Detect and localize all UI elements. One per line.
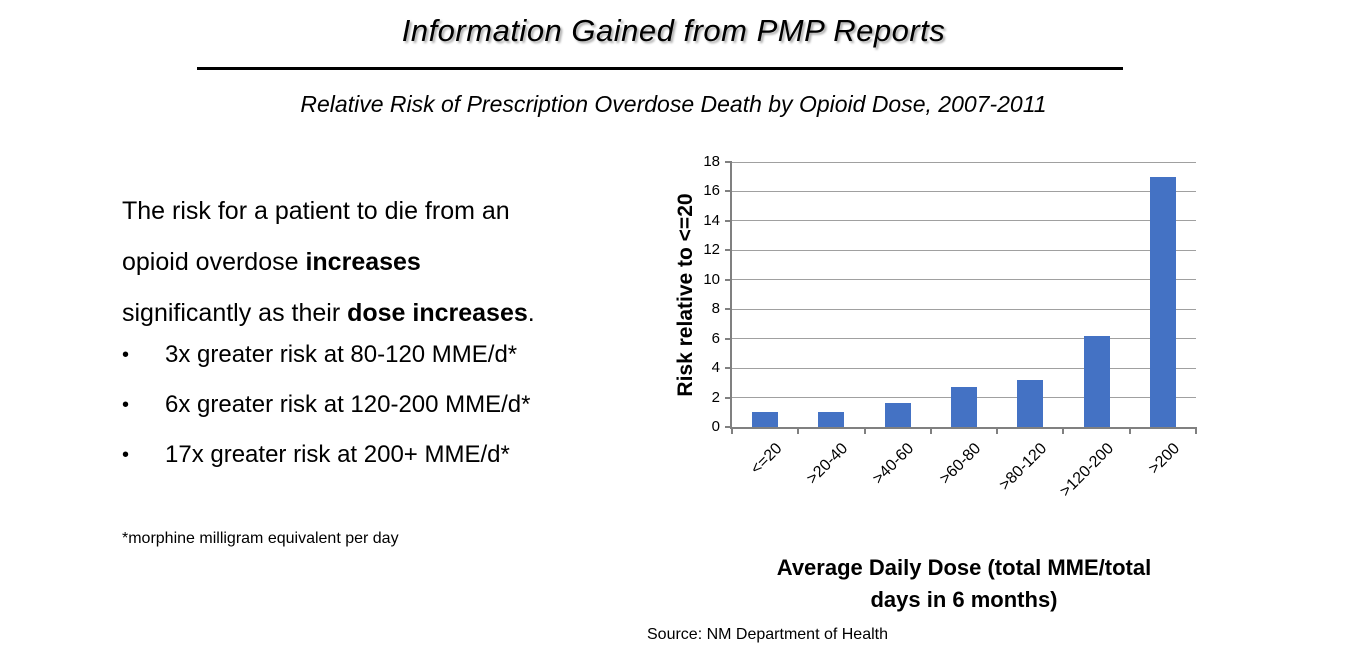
gridline bbox=[732, 220, 1196, 222]
bar bbox=[1083, 335, 1110, 427]
y-axis-tick bbox=[725, 190, 732, 193]
y-tick-label: 6 bbox=[711, 329, 720, 347]
bullet-text: 17x greater risk at 200+ MME/d* bbox=[165, 441, 510, 468]
slide-subtitle: Relative Risk of Prescription Overdose D… bbox=[300, 91, 1047, 117]
y-axis-tick bbox=[725, 396, 732, 399]
bar bbox=[818, 412, 845, 427]
y-tick-label: 0 bbox=[711, 418, 720, 435]
y-axis-tick bbox=[725, 249, 732, 252]
y-axis-tick bbox=[725, 426, 732, 428]
x-tick-label: >120-200 bbox=[1056, 440, 1117, 501]
bullet-marker: • bbox=[122, 344, 130, 366]
body-text: The risk for a patient to die from an op… bbox=[122, 186, 535, 339]
body-text-segment: opioid overdose bbox=[122, 248, 306, 276]
bullet-list: • 3x greater risk at 80-120 MME/d* • 6x … bbox=[122, 330, 531, 480]
slide-title: Information Gained from PMP Reports bbox=[401, 13, 946, 48]
x-axis-tick bbox=[1195, 427, 1197, 434]
bullet-item: • 17x greater risk at 200+ MME/d* bbox=[122, 430, 531, 480]
body-text-segment: The risk for a patient to die from an bbox=[122, 197, 510, 225]
gridline bbox=[732, 249, 1196, 251]
y-axis-tick bbox=[725, 219, 732, 222]
gridline bbox=[732, 279, 1196, 281]
body-text-line: opioid overdose increases bbox=[122, 237, 535, 288]
body-text-line: The risk for a patient to die from an bbox=[122, 186, 535, 237]
body-text-segment: . bbox=[527, 299, 535, 327]
y-tick-label: 8 bbox=[711, 300, 720, 318]
bar bbox=[752, 412, 779, 427]
bar bbox=[884, 403, 911, 427]
body-text-bold-segment: increases bbox=[305, 248, 421, 276]
body-text-line: significantly as their dose increases. bbox=[122, 288, 535, 339]
y-tick-label: 2 bbox=[711, 388, 720, 406]
gridline bbox=[732, 190, 1196, 192]
x-axis-tick bbox=[1128, 427, 1131, 434]
bar bbox=[1149, 176, 1176, 427]
bar bbox=[1017, 379, 1044, 427]
y-tick-label: 18 bbox=[703, 153, 720, 170]
x-tick-label: >20-40 bbox=[803, 440, 852, 488]
x-tick-label: >80-120 bbox=[996, 440, 1051, 494]
x-axis-tick bbox=[1062, 427, 1065, 434]
y-axis-tick bbox=[725, 278, 732, 281]
x-axis-title-line: Average Daily Dose (total MME/total bbox=[776, 555, 1152, 580]
y-axis-tick bbox=[725, 337, 732, 340]
x-axis-tick bbox=[863, 427, 866, 434]
plot-area bbox=[730, 161, 1196, 429]
x-axis-tick bbox=[731, 427, 733, 434]
y-axis-tick bbox=[725, 308, 732, 311]
body-text-bold-segment: dose increases bbox=[347, 299, 528, 327]
gridline bbox=[732, 308, 1196, 310]
y-tick-label: 14 bbox=[703, 211, 720, 229]
x-axis-title-line: days in 6 months) bbox=[870, 587, 1058, 612]
y-tick-label: 12 bbox=[703, 241, 720, 259]
title-underline bbox=[197, 67, 1123, 70]
x-tick-label: >40-60 bbox=[870, 440, 918, 488]
source-note: Source: NM Department of Health bbox=[647, 626, 888, 643]
y-axis-tick bbox=[725, 161, 732, 163]
x-tick-label: <=20 bbox=[747, 440, 786, 478]
x-axis-tick bbox=[797, 427, 800, 434]
body-text-segment: significantly as their bbox=[122, 299, 348, 327]
footnote: *morphine milligram equivalent per day bbox=[122, 530, 399, 547]
gridline bbox=[732, 161, 1196, 163]
bullet-item: • 3x greater risk at 80-120 MME/d* bbox=[122, 330, 531, 380]
bullet-marker: • bbox=[122, 444, 130, 466]
x-axis-title: Average Daily Dose (total MME/total days… bbox=[732, 552, 1196, 616]
bullet-text: 6x greater risk at 120-200 MME/d* bbox=[165, 391, 531, 418]
bullet-marker: • bbox=[122, 394, 130, 416]
x-axis-tick bbox=[996, 427, 999, 434]
bar bbox=[951, 387, 977, 427]
x-tick-label: >60-80 bbox=[936, 440, 985, 488]
y-tick-label: 10 bbox=[703, 270, 720, 288]
gridline bbox=[732, 338, 1196, 340]
bullet-text: 3x greater risk at 80-120 MME/d* bbox=[165, 341, 518, 368]
y-tick-label: 4 bbox=[711, 359, 720, 377]
y-axis-tick bbox=[725, 367, 732, 370]
x-axis-tick bbox=[929, 427, 932, 434]
x-tick-label: >200 bbox=[1145, 440, 1183, 478]
gridline bbox=[732, 367, 1196, 369]
y-tick-label: 16 bbox=[703, 182, 720, 200]
bullet-item: • 6x greater risk at 120-200 MME/d* bbox=[122, 380, 531, 430]
